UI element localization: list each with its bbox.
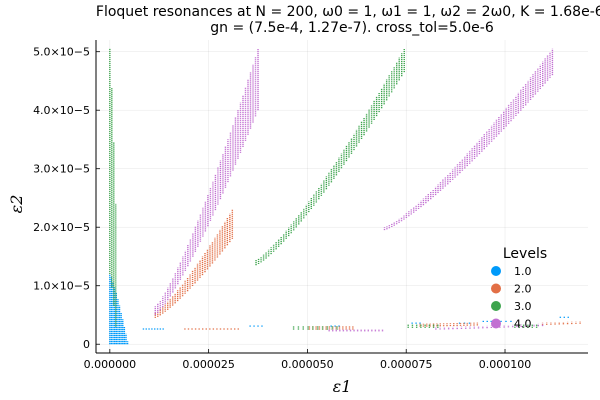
legend-label: 4.0 bbox=[514, 318, 532, 331]
series-4.0 bbox=[154, 48, 554, 332]
axes: 0.000000 0.000025 0.000050 0.000075 0.000100… bbox=[33, 40, 588, 371]
legend-marker bbox=[491, 266, 501, 276]
x-tick-label: 0.000025 bbox=[182, 358, 235, 371]
legend: Levels 1.0 2.0 3.0 4.0 bbox=[491, 246, 547, 331]
x-tick-label: 0.000000 bbox=[84, 358, 137, 371]
grid-lines bbox=[96, 40, 588, 353]
legend-label: 3.0 bbox=[514, 300, 532, 313]
chart-title-line-2: gn = (7.5e-4, 1.27e-7). cross_tol=5.0e-6 bbox=[210, 20, 494, 36]
x-tick-label: 0.000075 bbox=[380, 358, 433, 371]
legend-title: Levels bbox=[503, 246, 547, 262]
series-3.0 bbox=[109, 48, 538, 330]
y-tick-label: 5.0×10−5 bbox=[33, 46, 90, 59]
series-1.0 bbox=[109, 274, 569, 345]
x-tick-label: 0.000100 bbox=[479, 358, 532, 371]
x-tick-label: 0.000050 bbox=[281, 358, 334, 371]
chart-title: Floquet resonances at N = 200, ω0 = 1, ω… bbox=[96, 4, 600, 36]
legend-label: 1.0 bbox=[514, 265, 532, 278]
y-tick-label: 3.0×10−5 bbox=[33, 163, 90, 176]
legend-label: 2.0 bbox=[514, 283, 532, 296]
legend-items: 1.0 2.0 3.0 4.0 bbox=[491, 265, 532, 331]
y-axis-label: ε2 bbox=[7, 195, 26, 214]
legend-marker bbox=[491, 283, 501, 294]
y-tick-label: 2.0×10−5 bbox=[33, 221, 90, 234]
legend-marker bbox=[491, 318, 501, 329]
y-tick-label: 1.0×10−5 bbox=[33, 280, 90, 293]
legend-marker bbox=[491, 301, 501, 311]
y-tick-label: 4.0×10−5 bbox=[33, 104, 90, 117]
chart-title-line-1: Floquet resonances at N = 200, ω0 = 1, ω… bbox=[96, 4, 600, 20]
y-tick-label: 0 bbox=[83, 338, 90, 351]
x-axis-label: ε1 bbox=[333, 377, 352, 396]
data-points bbox=[109, 48, 581, 345]
